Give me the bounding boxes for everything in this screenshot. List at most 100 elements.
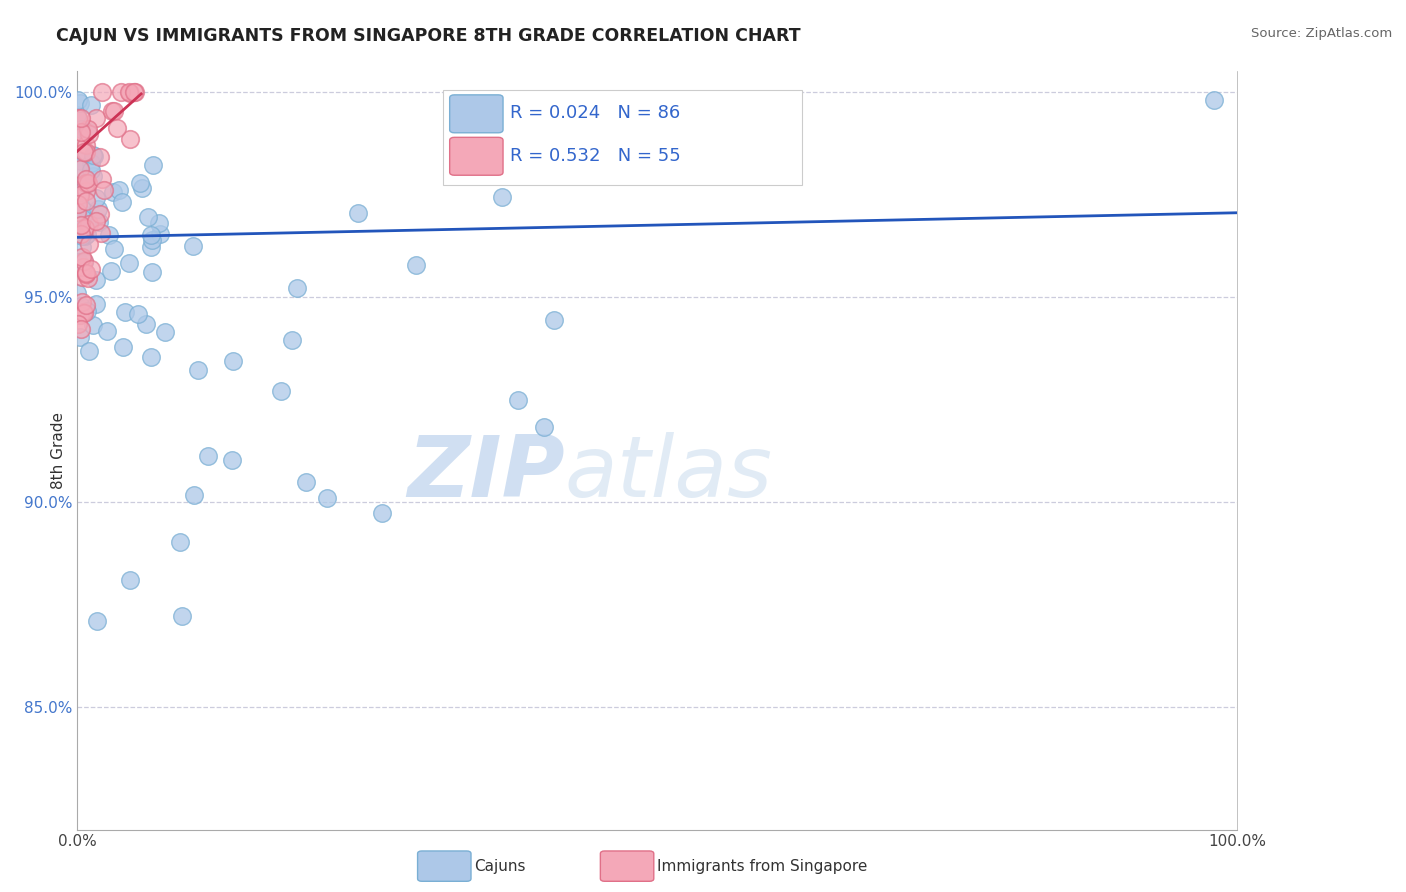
Point	[70, 125, 93, 139]
Point	[110, 85, 132, 99]
Point	[69, 308, 91, 322]
Point	[76, 124, 98, 138]
Point	[72, 211, 94, 226]
Point	[347, 205, 370, 219]
Point	[66, 197, 89, 211]
Point	[153, 325, 176, 339]
Point	[135, 317, 157, 331]
Point	[70, 250, 93, 264]
Point	[141, 234, 163, 248]
Point	[141, 265, 163, 279]
Point	[98, 228, 121, 243]
Point	[75, 266, 97, 280]
Point	[105, 121, 128, 136]
Point	[73, 255, 96, 269]
Point	[87, 214, 110, 228]
Point	[197, 449, 219, 463]
Point	[281, 334, 304, 348]
Point	[69, 162, 91, 177]
Point	[103, 242, 125, 256]
Point	[80, 261, 103, 276]
Point	[75, 194, 97, 208]
Point	[543, 313, 565, 327]
Point	[101, 185, 124, 199]
Point	[139, 350, 162, 364]
Text: R = 0.024   N = 86: R = 0.024 N = 86	[510, 104, 681, 122]
Point	[131, 181, 153, 195]
Point	[93, 183, 115, 197]
Point	[70, 322, 93, 336]
Point	[69, 95, 91, 110]
Point	[129, 176, 152, 190]
Point	[70, 294, 93, 309]
Point	[82, 318, 104, 332]
Point	[69, 129, 91, 144]
Point	[66, 317, 89, 331]
Point	[76, 122, 98, 136]
Point	[139, 240, 162, 254]
Point	[75, 145, 97, 160]
Point	[73, 306, 96, 320]
Point	[70, 153, 93, 168]
Point	[67, 112, 90, 126]
Point	[72, 202, 94, 216]
Point	[75, 184, 97, 198]
Point	[221, 453, 243, 467]
Point	[73, 145, 96, 160]
Point	[84, 273, 107, 287]
Text: R = 0.532   N = 55: R = 0.532 N = 55	[510, 146, 681, 164]
Point	[67, 160, 90, 174]
Point	[127, 307, 149, 321]
Point	[77, 176, 100, 190]
Point	[222, 353, 245, 368]
Point	[491, 189, 513, 203]
Point	[75, 267, 97, 281]
Point	[69, 330, 91, 344]
Point	[66, 94, 89, 108]
Point	[70, 185, 93, 199]
Point	[72, 260, 94, 274]
Point	[76, 217, 98, 231]
Point	[136, 210, 159, 224]
Point	[270, 384, 292, 398]
Point	[187, 363, 209, 377]
Point	[405, 258, 427, 272]
Point	[118, 132, 141, 146]
Point	[75, 221, 97, 235]
Text: Cajuns: Cajuns	[474, 859, 526, 873]
Point	[84, 191, 107, 205]
Point	[84, 214, 107, 228]
Point	[77, 237, 100, 252]
Point	[114, 305, 136, 319]
Point	[315, 491, 337, 506]
Point	[70, 218, 93, 232]
Point	[83, 148, 105, 162]
Point	[118, 574, 141, 588]
Point	[69, 308, 91, 322]
Point	[70, 299, 93, 313]
Point	[118, 86, 141, 100]
Point	[69, 111, 91, 125]
Point	[77, 217, 100, 231]
Point	[77, 344, 100, 359]
Point	[82, 169, 104, 183]
Point	[72, 226, 94, 240]
Point	[76, 227, 98, 241]
Point	[66, 286, 89, 301]
Point	[96, 324, 118, 338]
Point	[75, 297, 97, 311]
Point	[86, 202, 108, 216]
Point	[70, 228, 93, 243]
Text: ZIP: ZIP	[406, 432, 565, 515]
Text: atlas: atlas	[565, 432, 772, 515]
Point	[75, 171, 97, 186]
Point	[75, 176, 97, 190]
Point	[73, 254, 96, 268]
Point	[117, 256, 139, 270]
Point	[124, 85, 146, 99]
Point	[285, 280, 308, 294]
Point	[118, 85, 141, 99]
Point	[142, 158, 165, 172]
Point	[75, 137, 97, 152]
Point	[112, 340, 135, 354]
